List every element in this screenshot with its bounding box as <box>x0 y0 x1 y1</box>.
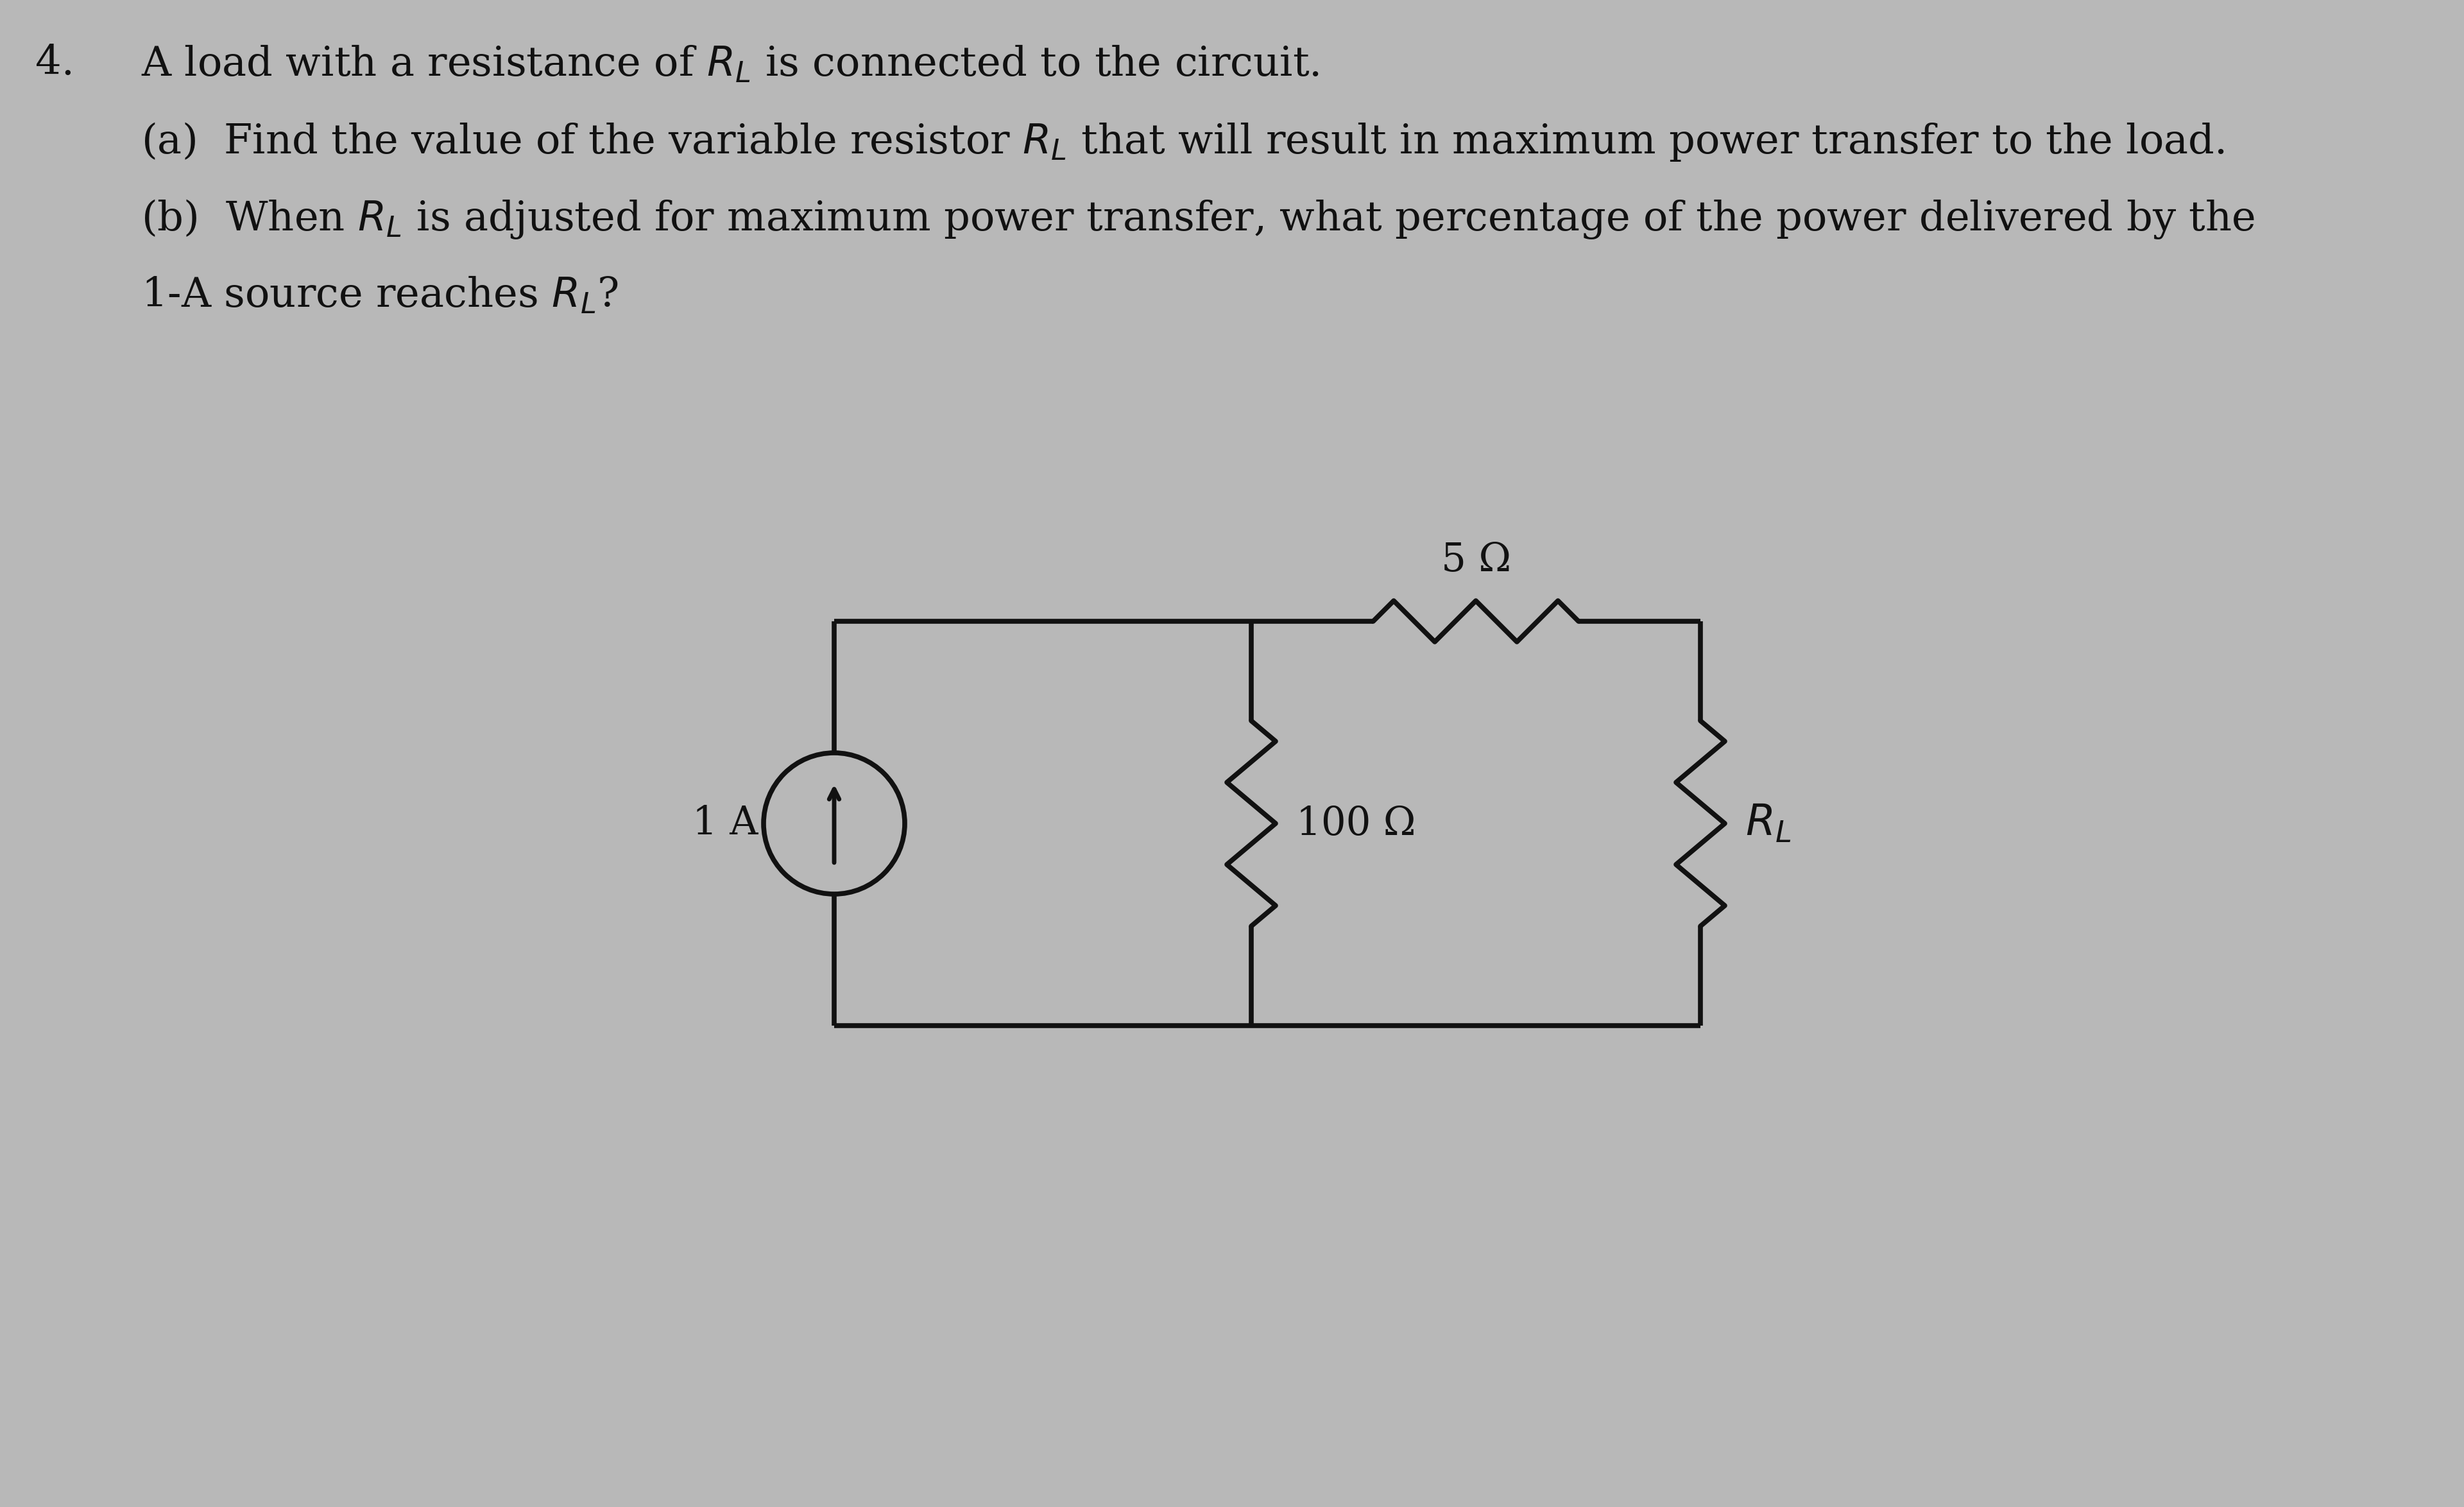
Text: A load with a resistance of $R_L$ is connected to the circuit.: A load with a resistance of $R_L$ is con… <box>140 44 1318 84</box>
Text: 1 A: 1 A <box>692 805 759 842</box>
Text: 5 Ω: 5 Ω <box>1441 541 1510 580</box>
Text: 1-A source reaches $R_L$?: 1-A source reaches $R_L$? <box>140 274 618 315</box>
Text: 4.: 4. <box>34 44 74 83</box>
Text: (a)  Find the value of the variable resistor $R_L$ that will result in maximum p: (a) Find the value of the variable resis… <box>140 121 2225 163</box>
Text: 100 Ω: 100 Ω <box>1296 805 1417 842</box>
Text: (b)  When $R_L$ is adjusted for maximum power transfer, what percentage of the p: (b) When $R_L$ is adjusted for maximum p… <box>140 197 2255 241</box>
Text: $R_L$: $R_L$ <box>1745 803 1791 844</box>
